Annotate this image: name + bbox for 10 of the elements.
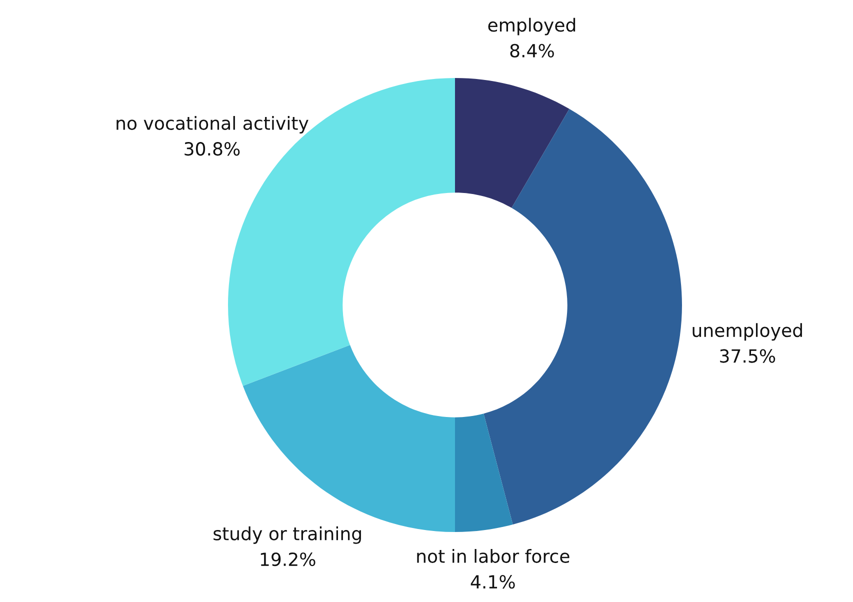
slice-label: no vocational activity	[116, 116, 308, 134]
data-label: 4.1%	[470, 575, 515, 589]
slice-label: employed	[488, 18, 576, 36]
data-label: 37.5%	[720, 349, 776, 363]
data-label: 30.8%	[184, 142, 240, 156]
slice-label: unemployed	[692, 323, 802, 341]
data-label: 8.4%	[510, 44, 554, 58]
slice-label: not in labor force	[417, 549, 570, 563]
data-label: 19.2%	[260, 552, 316, 566]
slice-label: study or training	[214, 526, 361, 544]
